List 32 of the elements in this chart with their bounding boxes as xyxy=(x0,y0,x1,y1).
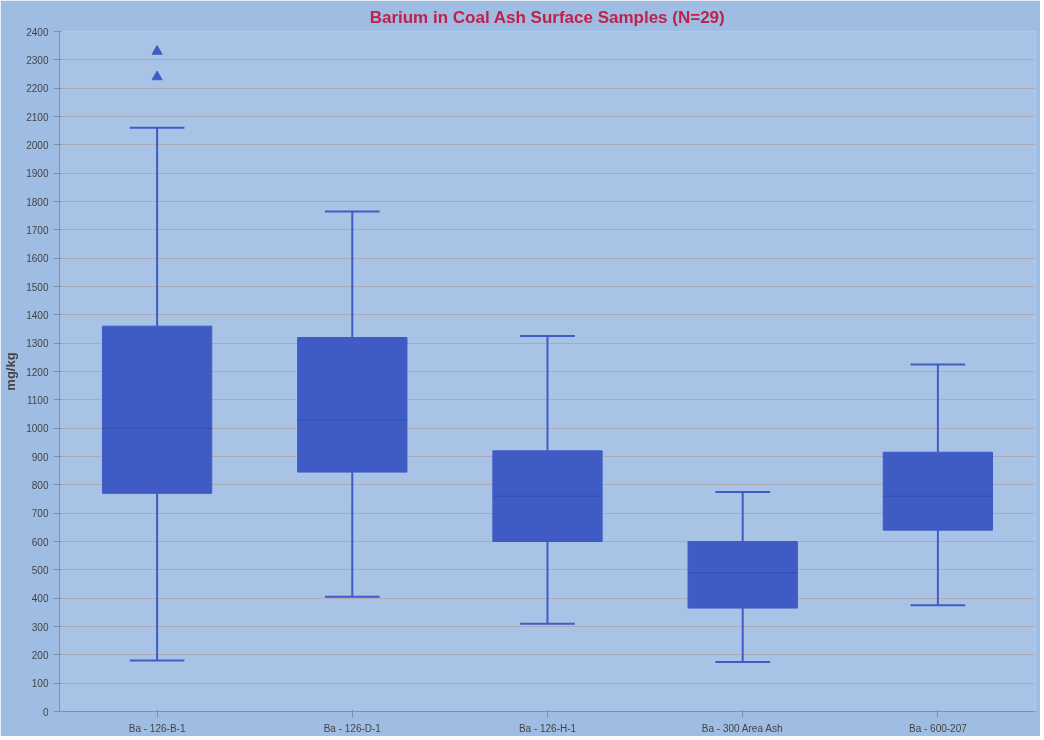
y-tick-label: 2300 xyxy=(26,54,49,66)
y-tick-label: 200 xyxy=(31,649,49,661)
y-tick-label: 2000 xyxy=(26,139,49,151)
y-tick-label: 1900 xyxy=(26,168,49,180)
y-tick-label: 1200 xyxy=(26,366,49,378)
x-tick-label: Ba - 126-H-1 xyxy=(518,722,577,734)
y-tick-label: 2200 xyxy=(26,83,49,95)
y-tick-label: 600 xyxy=(31,536,49,548)
y-tick-label: 1300 xyxy=(26,338,49,350)
y-axis-title: mg/kg xyxy=(3,352,19,391)
y-tick-label: 1100 xyxy=(27,394,49,406)
y-tick-label: 1400 xyxy=(26,309,49,321)
y-tick-label: 700 xyxy=(31,508,49,520)
x-tick-label: Ba - 600-207 xyxy=(908,722,968,734)
y-tick-label: 1800 xyxy=(26,196,49,208)
x-tick-label: Ba - 126-B-1 xyxy=(128,722,186,734)
y-tick-label: 2400 xyxy=(26,26,49,38)
x-tick-label: Ba - 300 Area Ash xyxy=(701,722,783,734)
y-tick-label: 2100 xyxy=(26,111,49,123)
x-tick-label: Ba - 126-D-1 xyxy=(323,722,382,734)
y-tick-label: 1600 xyxy=(26,253,49,265)
y-tick-label: 100 xyxy=(31,678,49,690)
y-tick-label: 900 xyxy=(31,451,49,463)
y-tick-label: 0 xyxy=(42,706,49,718)
y-tick-label: 300 xyxy=(31,621,49,633)
y-tick-label: 800 xyxy=(31,479,49,491)
chart-title: Barium in Coal Ash Surface Samples (N=29) xyxy=(369,7,725,27)
y-tick-label: 1500 xyxy=(26,281,49,293)
y-tick-label: 500 xyxy=(31,564,49,576)
y-tick-label: 400 xyxy=(31,593,49,605)
y-tick-label: 1000 xyxy=(26,423,49,435)
y-tick-label: 1700 xyxy=(26,224,49,236)
